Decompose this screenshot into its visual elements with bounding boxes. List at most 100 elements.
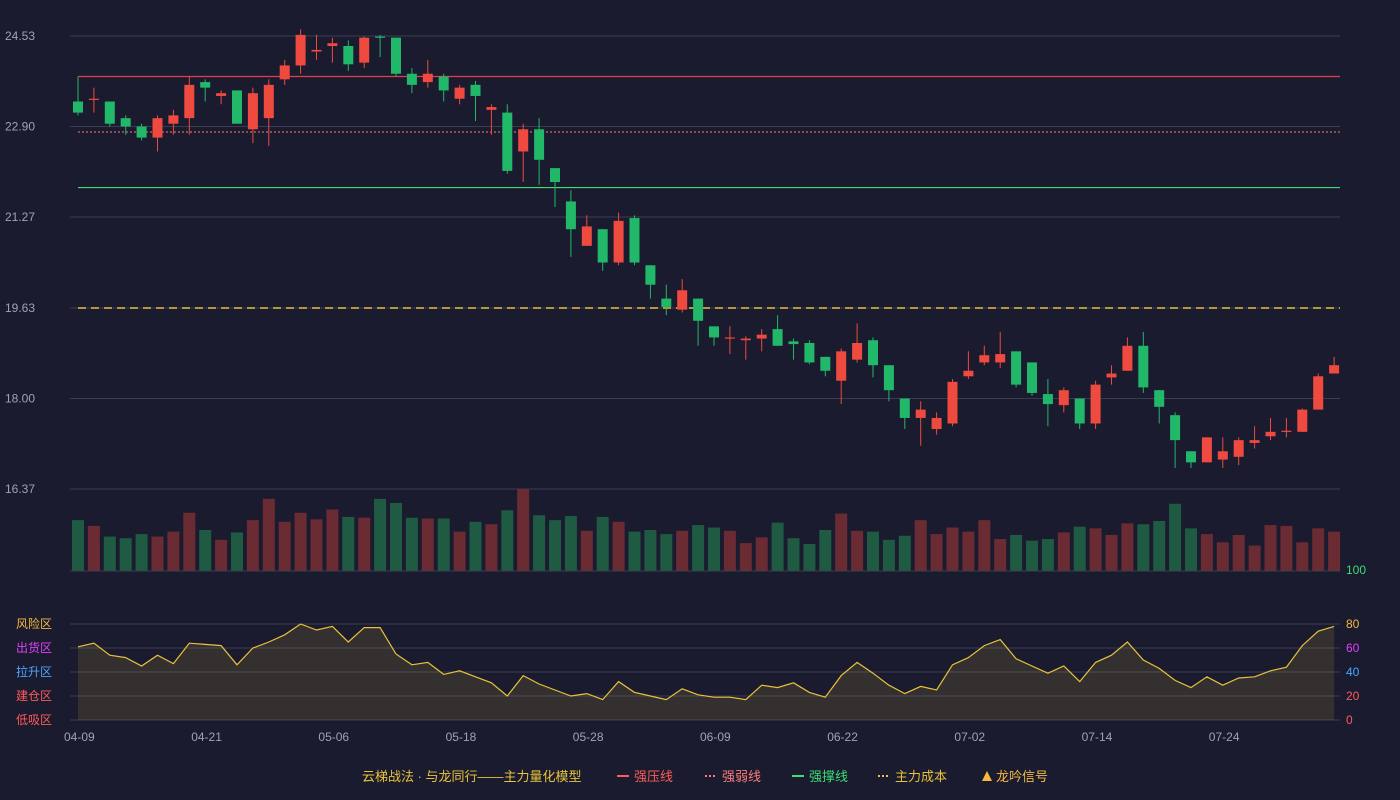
candle-body [534,129,545,160]
volume-bar [374,498,387,571]
candle [581,215,592,246]
volume-bar [676,530,689,571]
candle [470,80,481,121]
candle-body [1249,440,1260,443]
candle [1297,408,1308,432]
candle [1313,373,1324,410]
oscillator-series [77,623,1335,720]
candle-body [1265,431,1276,437]
candle [327,37,338,63]
candle [1154,390,1165,424]
legend-item: 强撑线 [792,769,848,784]
candle [613,212,624,266]
date-axis: 04-09 04-21 05-06 05-18 05-28 06-09 06-22 07-02… [64,730,1240,744]
date-tick-label: 06-09 [700,730,731,744]
candle [1249,426,1260,449]
legend-item: 强压线 [617,769,673,784]
price-tick-label: 18.00 [5,392,35,406]
volume-bar [962,531,975,571]
candle-body [375,36,386,38]
candle [645,265,656,299]
candle-body [947,381,958,424]
candle-body [1106,373,1117,378]
volume-bar [930,534,943,571]
candle-body [184,84,195,119]
candle-body [1281,430,1292,432]
legend-item: 主力成本 [878,769,947,784]
volume-bar [692,525,705,571]
zone-label: 风险区 [16,616,52,631]
candle [1217,437,1228,468]
zone-label: 低吸区 [16,713,52,727]
date-tick-label: 07-24 [1209,730,1240,744]
candle [995,331,1006,368]
candle [391,37,401,77]
candle [1027,362,1037,396]
candle-body [963,370,974,377]
candle-body [104,101,115,124]
date-tick-label: 07-14 [1082,730,1113,744]
volume-bar [342,516,355,571]
candle-body [788,341,799,345]
candle [406,68,417,94]
candle-body [995,354,1006,363]
volume-bar [1073,526,1086,571]
candle-body [247,93,258,130]
candle-body [406,73,417,85]
volume-bar [946,527,959,571]
volume-bar [787,538,800,571]
candle-body [1233,440,1244,457]
candle [263,79,274,146]
candle [295,29,306,74]
volume-bar [1169,503,1182,571]
candle-body [661,298,672,307]
candle [550,168,560,207]
candle-body [581,226,592,246]
legend-item: 强弱线 [705,769,761,784]
volume-bar [533,515,546,571]
candle [534,118,545,185]
candle-body [565,201,576,230]
legend: 云梯战法 · 与龙同行——主力量化模型 强压线 强弱线 强撑线 主力成本 龙吟信号 [362,769,1048,784]
candle [279,59,290,85]
candle [979,345,990,366]
zone-label: 建仓区 [16,689,52,703]
candle [1170,412,1181,468]
candle [518,123,529,183]
candle-body [1186,451,1196,463]
legend-item: 龙吟信号 [982,769,1048,784]
candle [915,401,926,446]
volume-bar [151,536,164,571]
volume-bar [596,516,609,571]
candle-body [391,37,401,74]
volume-bar [501,510,514,571]
price-axis: 24.53 22.90 21.27 19.63 18.00 16.37 [5,29,35,496]
volume-bar [564,516,577,571]
volume-bar [882,539,895,571]
candle-body [772,329,783,346]
volume-bar [580,530,593,571]
candle [709,326,719,346]
candle [963,351,974,380]
candle-body [518,129,529,152]
candle-body [613,220,624,263]
candle-body [740,338,751,341]
candle [1011,351,1022,388]
volume-bar [437,518,450,571]
candle [1042,379,1053,427]
candle-body [1122,345,1133,371]
volume-bar [1041,539,1054,571]
candle-body [597,229,608,263]
price-tick-label: 24.53 [5,29,35,43]
candle [359,36,370,69]
volume-bar [771,522,784,571]
candle [597,229,608,271]
legend-item-label: 主力成本 [895,769,947,784]
date-tick-label: 05-06 [318,730,349,744]
candle [422,59,433,88]
candle-body [677,290,688,310]
volume-bar [1105,534,1118,571]
volume-bar [215,539,228,571]
volume-bar [103,536,116,571]
candle-body [931,417,942,430]
